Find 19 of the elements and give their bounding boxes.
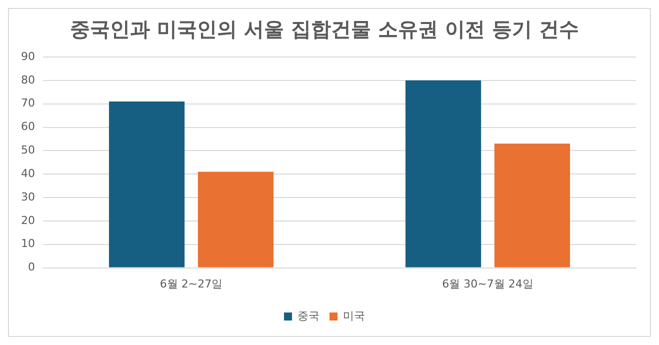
chart-title: 중국인과 미국인의 서울 집합건물 소유권 이전 등기 건수: [70, 17, 579, 42]
y-tick-label: 40: [20, 166, 35, 180]
y-tick-label: 10: [20, 237, 35, 250]
y-tick-label: 30: [20, 190, 35, 204]
y-tick-label: 20: [20, 214, 35, 227]
bar: [494, 144, 570, 268]
legend-label: 중국: [298, 309, 320, 322]
y-tick-label: 90: [20, 50, 35, 63]
legend-label: 미국: [343, 309, 365, 322]
bar: [405, 80, 482, 268]
y-tick-label: 0: [28, 260, 35, 274]
y-tick-label: 50: [20, 144, 35, 157]
y-tick-label: 60: [20, 120, 35, 134]
x-tick-label: 6월 30~7월 24일: [442, 277, 534, 290]
x-tick-label: 6월 2~27일: [160, 277, 223, 290]
y-tick-label: 70: [20, 96, 35, 110]
bar: [198, 172, 274, 268]
y-tick-label: 80: [20, 73, 35, 86]
bar: [108, 102, 185, 268]
